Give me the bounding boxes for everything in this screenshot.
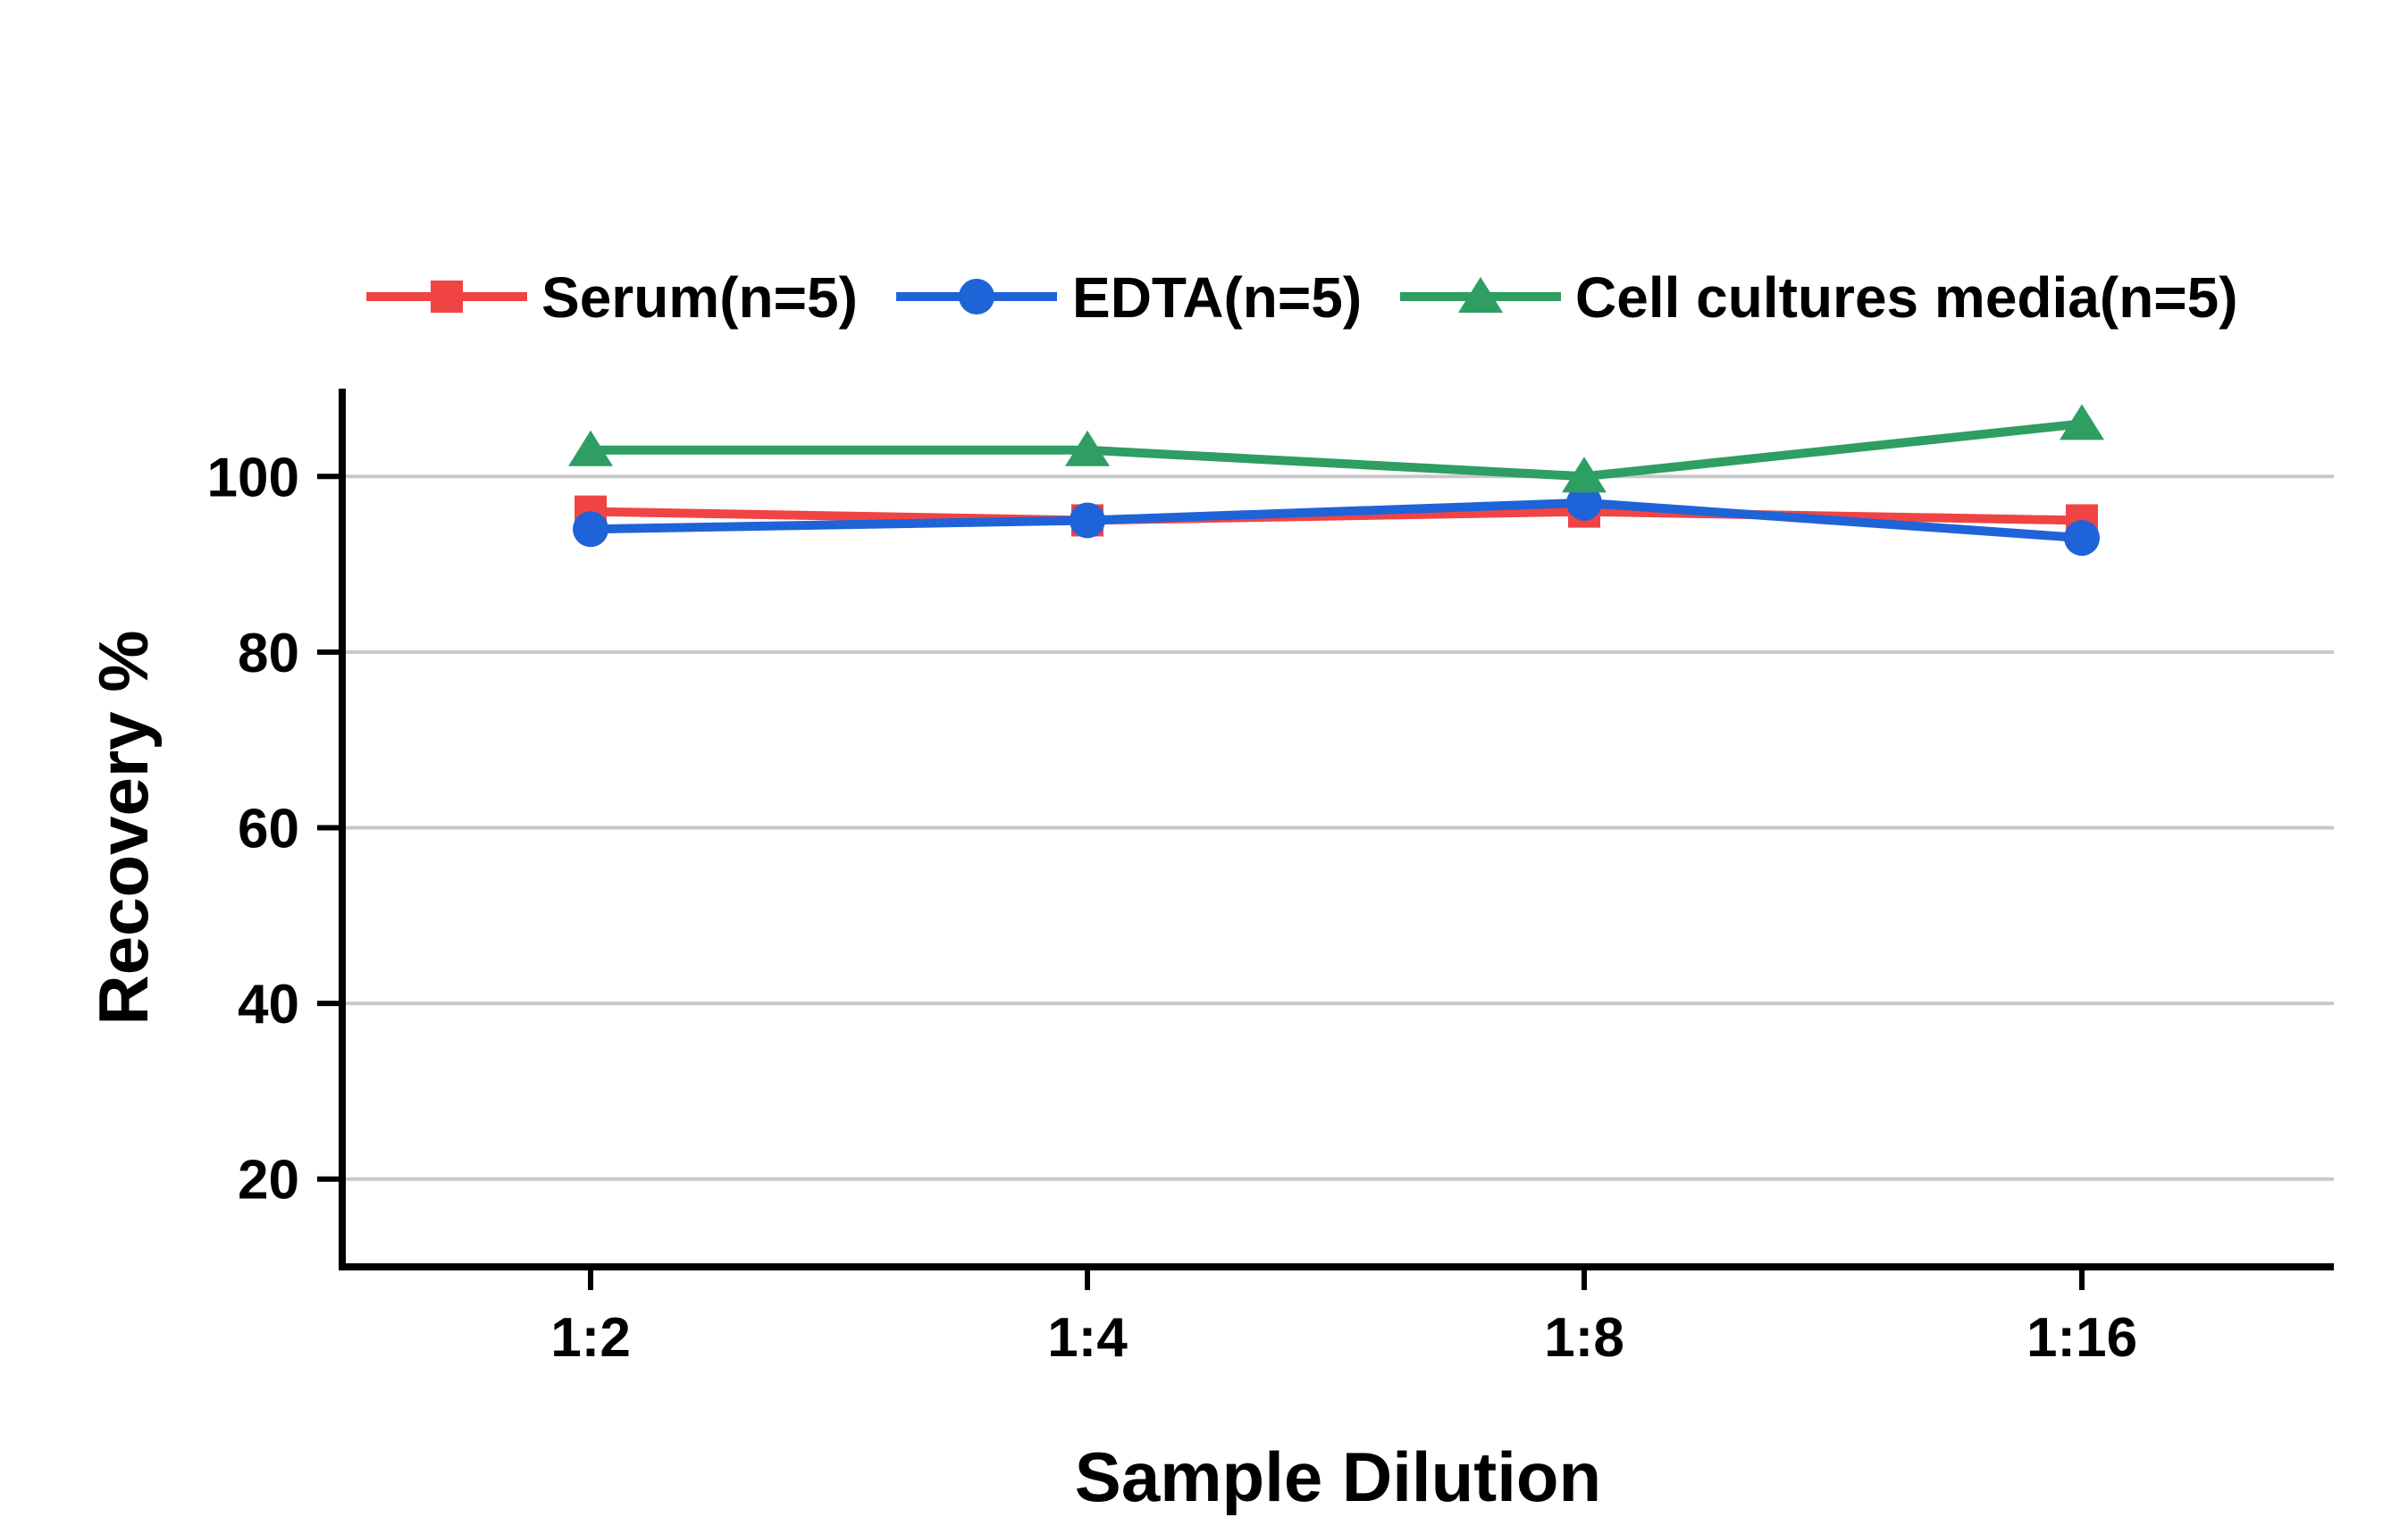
- legend-label: Serum(n=5): [541, 265, 858, 330]
- y-tick-label: 20: [238, 1150, 299, 1211]
- data-point: [1065, 430, 1110, 466]
- legend-marker: [959, 279, 994, 314]
- x-ticks: 1:2 1:4 1:8 1:16: [550, 1267, 2137, 1369]
- legend-item: Serum(n=5): [366, 265, 858, 330]
- series: [568, 404, 2104, 557]
- series-group: [573, 484, 2100, 557]
- y-ticks: 20 40 60 80 100: [207, 447, 342, 1211]
- y-axis-title: Recovery %: [84, 630, 163, 1025]
- legend-item: EDTA(n=5): [896, 265, 1362, 330]
- legend-label: Cell cultures media(n=5): [1575, 265, 2238, 330]
- legend-label: EDTA(n=5): [1072, 265, 1362, 330]
- data-point: [2060, 404, 2104, 440]
- gridlines: [342, 474, 2334, 1181]
- x-tick-label: 1:8: [1544, 1307, 1624, 1369]
- data-point: [1070, 502, 1105, 539]
- data-point: [1566, 484, 1602, 521]
- y-tick-label: 80: [238, 623, 299, 684]
- x-tick-label: 1:2: [550, 1307, 631, 1369]
- legend-marker: [431, 281, 463, 313]
- series-line: [591, 419, 2083, 482]
- x-tick-label: 1:4: [1047, 1307, 1128, 1369]
- data-point: [1562, 457, 1607, 493]
- x-axis-title: Sample Dilution: [1075, 1438, 1601, 1516]
- legend: Serum(n=5) EDTA(n=5) Cell cultures media(n…: [366, 265, 2238, 330]
- legend-marker: [1458, 277, 1503, 313]
- y-tick-label: 100: [207, 447, 299, 508]
- data-point: [568, 430, 613, 466]
- series-group: [568, 404, 2104, 493]
- y-tick-label: 60: [238, 799, 299, 860]
- data-point: [2064, 520, 2100, 557]
- x-tick-label: 1:16: [2026, 1307, 2137, 1369]
- data-point: [573, 511, 608, 548]
- y-tick-label: 40: [238, 974, 299, 1035]
- series-line: [590, 498, 2083, 543]
- legend-item: Cell cultures media(n=5): [1400, 265, 2238, 330]
